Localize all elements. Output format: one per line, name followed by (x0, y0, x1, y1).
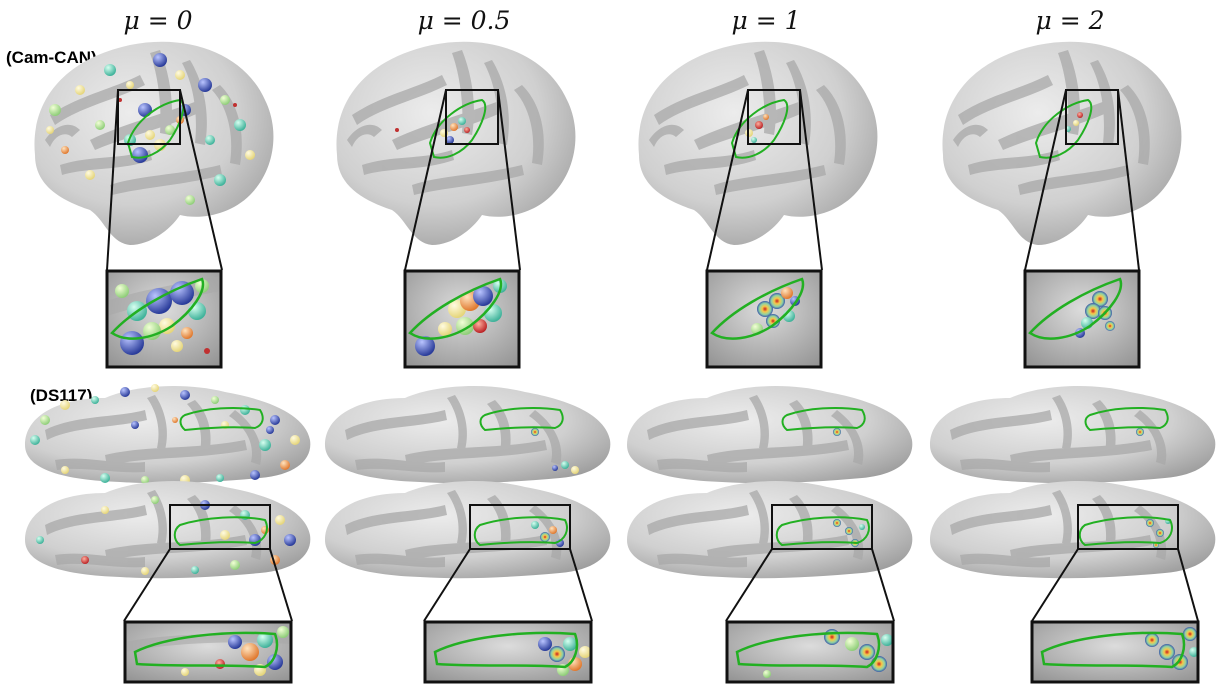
zoom-inset-col0 (105, 269, 223, 369)
ds117-panels (25, 384, 1216, 684)
zoom-region-box (117, 89, 181, 145)
zoom-inset-col1 (403, 269, 521, 369)
brain-ventral-bottom-col3 (930, 481, 1216, 579)
row-label-ds117: (DS117) (30, 386, 93, 405)
zoom-inset-ventral-col0 (123, 620, 293, 684)
brain-ventral-top-col3 (930, 386, 1216, 484)
brain-ventral-top-col1 (325, 386, 611, 484)
camcan-panels (34, 41, 1182, 369)
zoom-region-box (747, 89, 801, 145)
brain-ventral-bottom-col2 (627, 481, 913, 579)
brain-ventral-top-col0 (25, 384, 311, 485)
column-title-mu-0: μ = 0 (123, 6, 193, 35)
zoom-inset-ventral-col2 (725, 620, 895, 684)
brain-ventral-bottom-col0 (25, 481, 311, 579)
brain-lateral-col3 (942, 41, 1182, 245)
zoom-inset-col3 (1023, 269, 1141, 369)
column-title-mu-2: μ = 2 (1035, 6, 1105, 35)
zoom-region-box (1077, 504, 1179, 550)
row-label-camcan: (Cam-CAN) (6, 48, 97, 67)
zoom-region-box (469, 504, 571, 550)
zoom-region-box (169, 504, 271, 550)
zoom-inset-ventral-col3 (1030, 620, 1200, 684)
zoom-inset-ventral-col1 (423, 620, 593, 684)
brain-ventral-bottom-col1 (325, 481, 611, 579)
brain-ventral-top-col2 (627, 386, 913, 484)
column-title-mu-0-5: μ = 0.5 (417, 6, 511, 35)
zoom-region-box (771, 504, 873, 550)
zoom-inset-col2 (705, 269, 823, 369)
zoom-region-box (445, 89, 499, 145)
brain-lateral-col1 (336, 41, 576, 245)
brain-lateral-col0 (34, 41, 274, 245)
brain-lateral-col2 (638, 41, 878, 245)
column-title-mu-1: μ = 1 (731, 6, 801, 35)
zoom-region-box (1065, 89, 1119, 145)
